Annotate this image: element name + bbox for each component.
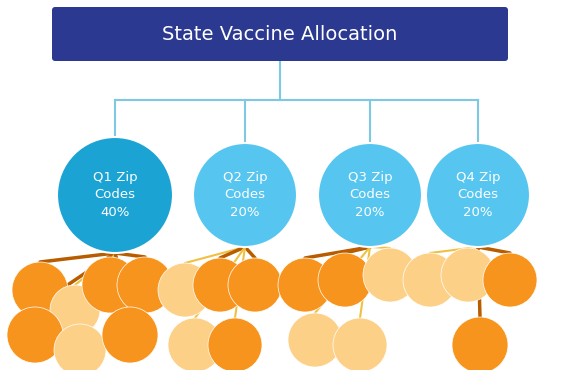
Circle shape bbox=[158, 263, 212, 317]
Text: State Vaccine Allocation: State Vaccine Allocation bbox=[162, 24, 398, 44]
Circle shape bbox=[483, 253, 537, 307]
Circle shape bbox=[288, 313, 342, 367]
Circle shape bbox=[208, 318, 262, 370]
Text: Q3 Zip
Codes
20%: Q3 Zip Codes 20% bbox=[348, 171, 392, 219]
Circle shape bbox=[57, 137, 173, 253]
Circle shape bbox=[193, 258, 247, 312]
Circle shape bbox=[102, 307, 158, 363]
Circle shape bbox=[54, 324, 106, 370]
Circle shape bbox=[452, 317, 508, 370]
Text: Q1 Zip
Codes
40%: Q1 Zip Codes 40% bbox=[93, 171, 137, 219]
Circle shape bbox=[403, 253, 457, 307]
Circle shape bbox=[12, 262, 68, 318]
Circle shape bbox=[117, 257, 173, 313]
Text: Q4 Zip
Codes
20%: Q4 Zip Codes 20% bbox=[456, 171, 500, 219]
Circle shape bbox=[228, 258, 282, 312]
Circle shape bbox=[50, 285, 100, 335]
Circle shape bbox=[333, 318, 387, 370]
Circle shape bbox=[7, 307, 63, 363]
Circle shape bbox=[193, 143, 297, 247]
FancyBboxPatch shape bbox=[52, 7, 508, 61]
Circle shape bbox=[318, 253, 372, 307]
Circle shape bbox=[278, 258, 332, 312]
Circle shape bbox=[426, 143, 530, 247]
Circle shape bbox=[441, 248, 495, 302]
Text: Q2 Zip
Codes
20%: Q2 Zip Codes 20% bbox=[223, 171, 267, 219]
Circle shape bbox=[168, 318, 222, 370]
Circle shape bbox=[82, 257, 138, 313]
Circle shape bbox=[318, 143, 422, 247]
Circle shape bbox=[363, 248, 417, 302]
